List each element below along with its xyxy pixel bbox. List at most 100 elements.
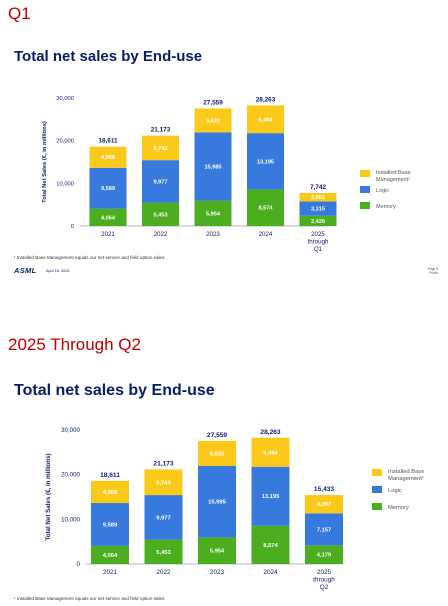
y-tick-label: 0 [77, 561, 81, 568]
data-label: 4,958 [103, 490, 118, 496]
bar-logic-segment [89, 167, 127, 209]
legend-label: Installed Base [388, 469, 424, 475]
y-tick-label: 10,000 [61, 516, 80, 523]
slide-q2: Total net sales by End-use 0 10,000 20,000… [6, 370, 442, 606]
bar-memory-segment [251, 525, 290, 564]
y-tick-label: 20,000 [61, 472, 80, 479]
legend-label: Management¹ [388, 476, 424, 482]
slide-title: Total net sales by End-use [14, 382, 215, 399]
bar-installed-segment [251, 437, 290, 467]
bar-logic-segment [251, 466, 290, 526]
total-label: 21,173 [153, 460, 174, 467]
bar-memory-segment [194, 200, 232, 226]
x-tick-label: 2023 [210, 569, 225, 576]
legend-swatch [360, 170, 370, 177]
x-tick-label: through [308, 239, 330, 246]
slide-q1: Total net sales by End-use 0 10,000 20,000… [6, 36, 442, 282]
data-label: 5,743 [154, 146, 168, 152]
slide-title: Total net sales by End-use [14, 48, 203, 65]
bar-logic-segment [305, 513, 343, 546]
data-label: 4,179 [317, 553, 332, 559]
data-label: 8,574 [259, 206, 274, 212]
data-label: 5,453 [154, 212, 168, 218]
total-label: 28,263 [260, 429, 281, 436]
total-label: 21,173 [151, 127, 171, 134]
x-tick-label: 2025 [317, 569, 332, 576]
data-label: 5,620 [210, 451, 225, 457]
bar-memory-segment [299, 215, 337, 226]
data-label: 9,589 [103, 522, 118, 528]
bar-installed-segment [194, 108, 232, 133]
legend-label: Memory [388, 505, 409, 511]
bar-memory-segment [305, 545, 343, 564]
x-tick-label: Q1 [314, 246, 323, 253]
x-tick-label: 2022 [154, 231, 168, 238]
section-label-q1: Q1 [8, 4, 31, 23]
y-tick-label: 10,000 [56, 181, 74, 187]
data-label: 15,985 [204, 164, 221, 170]
data-label: 8,574 [263, 543, 278, 549]
data-label: 2,426 [311, 219, 325, 225]
legend-swatch [372, 469, 382, 476]
chart-q2: 0 10,000 20,000 30,000 Total Net Sales (€, i… [45, 427, 424, 591]
bar-memory-segment [247, 189, 284, 226]
data-label: 6,494 [259, 117, 274, 123]
page-number-text: Page 8 [427, 267, 438, 271]
data-label: 5,743 [156, 480, 171, 486]
legend-label: Installed Base [376, 170, 411, 176]
bar-memory-segment [89, 208, 127, 226]
y-tick-label: 30,000 [61, 427, 80, 434]
y-tick-label: 30,000 [56, 96, 74, 102]
bar-installed-segment [198, 440, 236, 467]
total-label: 27,559 [207, 432, 228, 439]
x-tick-label: Q2 [320, 584, 329, 591]
total-label: 18,611 [100, 472, 120, 479]
data-label: 6,494 [263, 450, 278, 456]
bar-logic-segment [91, 503, 129, 546]
slide-date: April 16, 2025 [46, 269, 70, 273]
legend-label: Management¹ [376, 177, 410, 183]
data-label: 4,097 [317, 502, 332, 508]
bar-logic-segment [299, 201, 337, 216]
legend-label: Logic [376, 188, 389, 194]
legend-label: Logic [388, 488, 402, 494]
legend-swatch [360, 186, 370, 193]
bar-memory-segment [142, 202, 179, 226]
data-label: 15,985 [208, 500, 227, 506]
bar-installed-segment [247, 105, 284, 134]
x-tick-label: 2024 [259, 231, 273, 238]
x-tick-label: 2021 [101, 231, 115, 238]
data-label: 4,064 [101, 215, 116, 221]
total-label: 7,742 [310, 184, 326, 191]
data-label: 5,954 [210, 549, 225, 555]
data-label: 9,589 [101, 186, 115, 192]
bar-installed-segment [299, 192, 337, 202]
chart-q1: 0 10,000 20,000 30,000 Total Net Sales (€, i… [42, 96, 411, 253]
x-tick-label: 2022 [156, 569, 171, 576]
bar-memory-segment [91, 545, 129, 564]
data-label: 2,001 [311, 195, 325, 201]
bar-logic-segment [194, 132, 232, 201]
bar-logic-segment [144, 495, 183, 540]
section-label-q2: 2025 Through Q2 [8, 335, 141, 354]
data-label: 9,977 [156, 515, 171, 521]
x-tick-label: 2021 [103, 569, 118, 576]
y-axis-label: Total Net Sales (€, in millions) [45, 453, 52, 540]
asml-logo: ASML [14, 266, 37, 275]
data-label: 5,620 [206, 118, 220, 124]
data-label: 13,195 [257, 159, 274, 165]
x-tick-label: 2024 [263, 569, 278, 576]
legend-swatch [372, 503, 382, 510]
bar-logic-segment [247, 133, 284, 190]
total-label: 27,559 [203, 99, 223, 106]
data-label: 3,315 [311, 207, 325, 213]
footnote: ¹ Installed Base Management equals our n… [14, 596, 166, 601]
data-label: 9,977 [154, 179, 168, 185]
data-label: 5,453 [156, 550, 171, 556]
bar-memory-segment [144, 539, 183, 564]
legend-label: Memory [376, 204, 396, 210]
bar-logic-segment [142, 160, 179, 203]
total-label: 15,433 [314, 486, 335, 493]
y-axis-label: Total Net Sales (€, in millions) [42, 121, 48, 203]
data-label: 4,064 [103, 553, 118, 559]
